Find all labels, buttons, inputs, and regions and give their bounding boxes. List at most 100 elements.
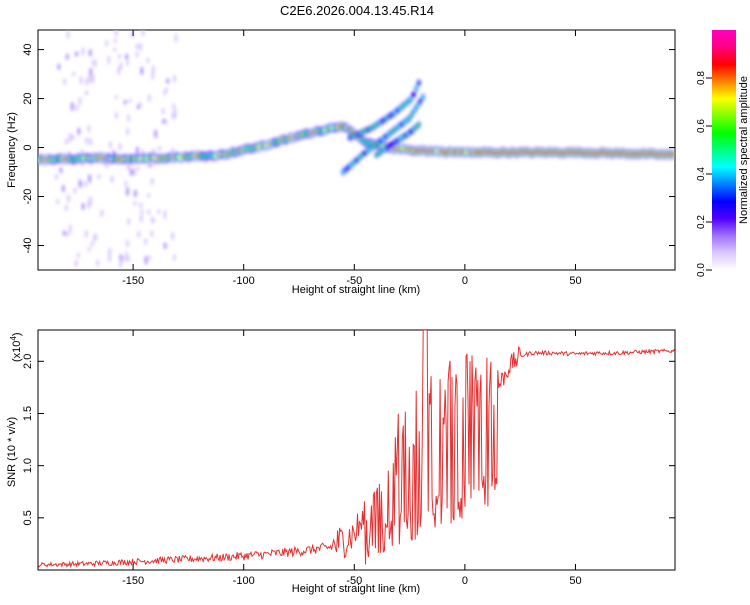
spectrogram-noise-blob bbox=[139, 213, 143, 223]
spectrogram-noise-blob bbox=[113, 38, 117, 44]
spectrogram-noise-blob bbox=[127, 217, 131, 226]
spectrogram-noise-blob bbox=[173, 111, 177, 119]
spectrogram-noise-blob bbox=[68, 132, 72, 143]
spectrogram-noise-blob bbox=[148, 163, 152, 168]
spectrogram-noise-blob bbox=[68, 224, 72, 235]
spectrogram-xtick-label: -150 bbox=[122, 275, 144, 287]
spectrogram-noise-blob bbox=[166, 77, 170, 85]
spectrogram-noise-blob bbox=[83, 180, 87, 188]
spectrogram-noise-blob bbox=[87, 199, 91, 210]
spectrogram-noise-blob bbox=[91, 73, 95, 84]
spectrogram-noise-blob bbox=[125, 53, 129, 61]
spectrogram-noise-blob bbox=[114, 95, 118, 100]
spectrogram-noise-blob bbox=[133, 200, 137, 206]
spectrogram-noise-blob bbox=[113, 47, 117, 52]
colorbar-tick-label: 0.4 bbox=[696, 167, 707, 181]
spectrogram-ytick-label: 40 bbox=[22, 43, 34, 55]
colorbar-label: Normalized spectral amplitude bbox=[738, 76, 750, 224]
spectrogram-noise-blob bbox=[135, 43, 139, 50]
spectrogram-noise-blob bbox=[173, 74, 177, 83]
spectrogram-noise-blob bbox=[139, 42, 143, 52]
spectrogram-noise-blob bbox=[152, 218, 156, 223]
spectrogram-branch-core bbox=[417, 123, 421, 127]
spectrogram-noise-blob bbox=[119, 259, 123, 269]
spectrogram-noise-blob bbox=[133, 166, 137, 176]
spectrogram-branch-core bbox=[412, 93, 415, 97]
spectrogram-xtick-label: 0 bbox=[462, 275, 468, 287]
spectrogram-noise-blob bbox=[94, 233, 98, 242]
spectrogram-noise-blob bbox=[78, 96, 82, 106]
spectrogram-noise-blob bbox=[121, 256, 125, 262]
spectrogram-noise-blob bbox=[117, 66, 121, 76]
spectrogram-xtick-label: 50 bbox=[569, 275, 581, 287]
spectrogram-noise-blob bbox=[65, 231, 69, 237]
spectrogram-noise-blob bbox=[126, 186, 130, 197]
spectrogram-noise-blob bbox=[162, 118, 166, 124]
spectrogram-noise-blob bbox=[133, 189, 137, 198]
spectrogram-noise-blob bbox=[84, 229, 88, 238]
spectrogram-noise-blob bbox=[118, 53, 122, 60]
snr-ytick-label: 2.0 bbox=[22, 354, 34, 369]
spectrogram-noise-blob bbox=[119, 61, 123, 71]
spectrogram-noise-blob bbox=[158, 145, 162, 152]
spectrogram-noise-blob bbox=[65, 53, 69, 60]
spectrogram-noise-blob bbox=[64, 204, 68, 212]
spectrogram-noise-blob bbox=[163, 209, 167, 220]
spectrogram-noise-blob bbox=[118, 142, 122, 151]
spectrogram-noise-blob bbox=[114, 111, 118, 120]
spectrogram-noise-blob bbox=[77, 127, 81, 136]
spectrogram-branch-core bbox=[417, 81, 421, 85]
spectrogram-noise-blob bbox=[74, 259, 78, 268]
spectrogram-noise-blob bbox=[76, 252, 80, 259]
colorbar: 0.0 0.2 0.4 0.6 0.8 Normalized spectral ampl… bbox=[696, 30, 750, 277]
spectrogram-noise-blob bbox=[89, 195, 93, 203]
spectrogram-noise-blob bbox=[85, 136, 89, 145]
spectrogram-noise-blob bbox=[88, 173, 92, 184]
spectrogram-noise-blob bbox=[135, 146, 139, 155]
spectrogram-noise-blob bbox=[97, 173, 101, 180]
spectrogram-noise-blob bbox=[144, 237, 148, 246]
spectrogram-noise-blob bbox=[163, 88, 167, 96]
snr-plot: -150 -100 -50 0 50 0.5 1.0 1.5 2.0 Height of str… bbox=[6, 329, 676, 595]
spectrogram-noise-blob bbox=[126, 163, 130, 171]
spectrogram-noise-blob bbox=[105, 39, 109, 47]
colorbar-tick-label: 0.6 bbox=[696, 119, 707, 133]
spectrogram-branch-core bbox=[410, 112, 414, 116]
spectrogram-branch-core bbox=[418, 99, 422, 103]
spectrogram-noise-blob bbox=[150, 230, 154, 238]
spectrogram-noise-blob bbox=[56, 198, 60, 205]
spectrogram-noise-blob bbox=[147, 209, 151, 215]
spectrogram-noise-blob bbox=[157, 209, 161, 215]
spectrogram-branch-core bbox=[409, 97, 413, 101]
spectrogram-noise-blob bbox=[85, 77, 89, 86]
spectrogram-noise-blob bbox=[139, 202, 143, 209]
spectrogram-noise-blob bbox=[79, 75, 83, 85]
spectrogram-noise-blob bbox=[170, 232, 174, 241]
spectrogram-noise-blob bbox=[161, 108, 165, 115]
spectrogram-noise-blob bbox=[141, 30, 145, 37]
snr-xtick-label: 0 bbox=[462, 575, 468, 587]
snr-series-line bbox=[38, 330, 675, 569]
spectrogram-noise-blob bbox=[66, 30, 70, 39]
spectrogram-noise-blob bbox=[126, 114, 130, 122]
spectrogram-noise-blob bbox=[123, 99, 127, 105]
spectrogram-noise-blob bbox=[108, 252, 112, 263]
spectrogram-branch-core bbox=[413, 108, 417, 112]
spectrogram-noise-blob bbox=[62, 230, 66, 237]
spectrogram-noise-blob bbox=[81, 202, 85, 211]
spectrogram-noise-blob bbox=[85, 90, 89, 96]
spectrogram-noise-blob bbox=[128, 98, 132, 103]
spectrogram-branch-core bbox=[421, 95, 425, 99]
spectrogram-noise-blob bbox=[70, 101, 74, 112]
spectrogram-noise-blob bbox=[75, 104, 79, 112]
spectrogram-noise-blob bbox=[63, 78, 67, 86]
spectrogram-noise-blob bbox=[114, 30, 118, 37]
spectrogram-noise-blob bbox=[110, 175, 114, 184]
spectrogram-noise-blob bbox=[93, 58, 97, 68]
snr-xlabel: Height of straight line (km) bbox=[292, 583, 420, 595]
spectrogram-branch-core bbox=[414, 87, 418, 91]
spectrogram-noise-blob bbox=[108, 141, 112, 149]
spectrogram-noise-blob bbox=[75, 51, 79, 57]
spectrogram-branch-core bbox=[408, 116, 411, 120]
spectrogram-noise-blob bbox=[57, 63, 61, 71]
